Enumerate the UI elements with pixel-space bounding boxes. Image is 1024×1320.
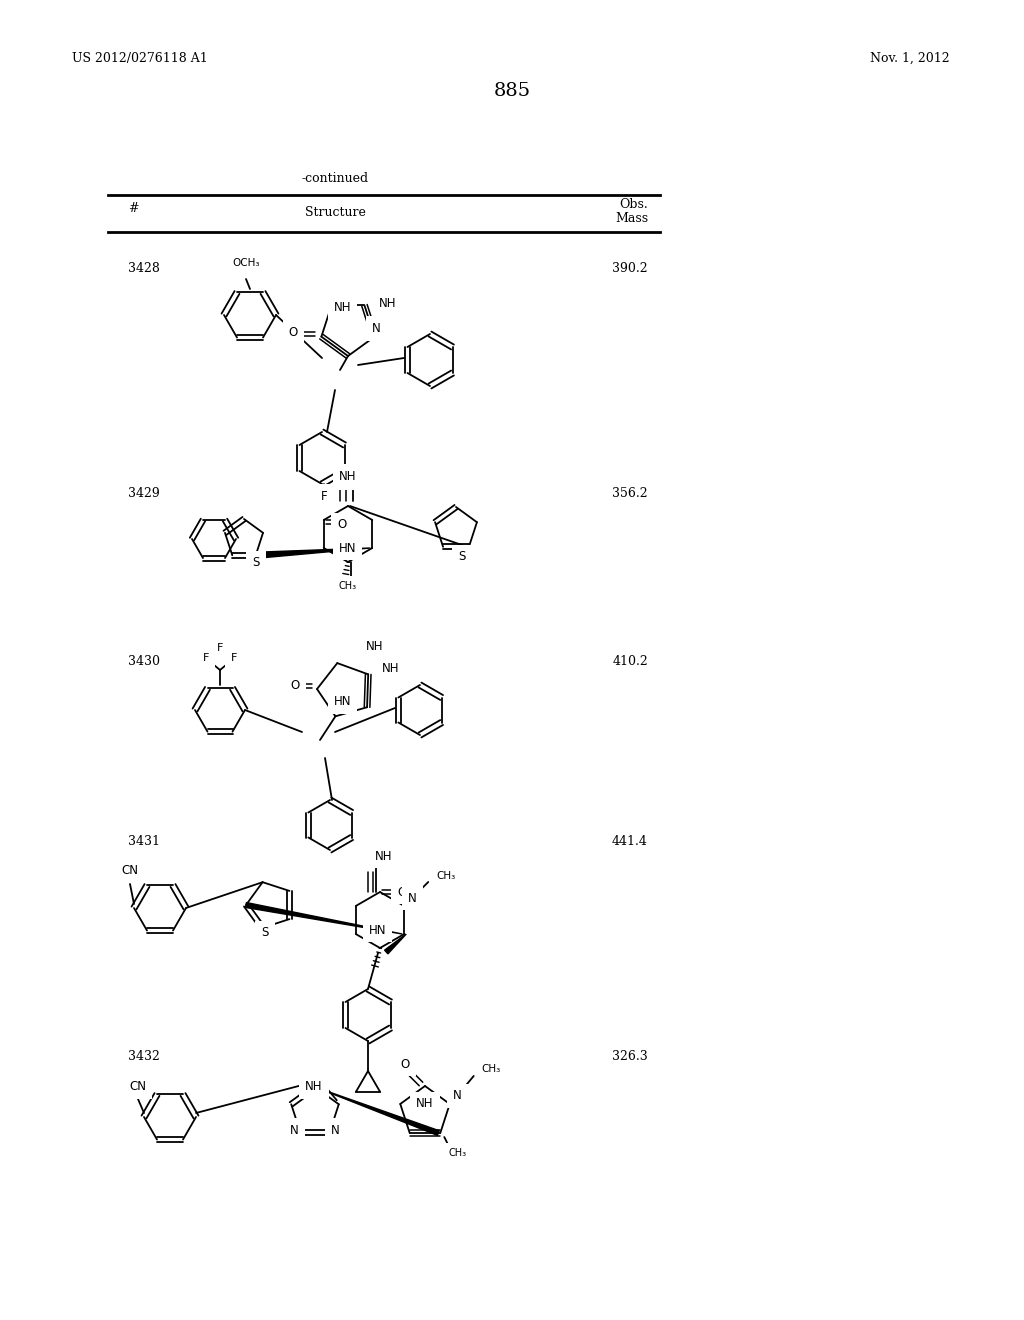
Text: 3430: 3430 xyxy=(128,655,160,668)
Text: HN: HN xyxy=(369,924,386,936)
Text: F: F xyxy=(321,490,328,503)
Text: #: # xyxy=(128,202,138,214)
Polygon shape xyxy=(246,903,402,935)
Text: NH: NH xyxy=(334,301,351,314)
Text: Obs.: Obs. xyxy=(620,198,648,210)
Text: N: N xyxy=(290,1123,299,1137)
Polygon shape xyxy=(258,548,371,558)
Text: NH: NH xyxy=(375,850,393,862)
Text: 326.3: 326.3 xyxy=(612,1049,648,1063)
Text: CH₃: CH₃ xyxy=(384,296,402,306)
Text: NH: NH xyxy=(339,471,356,484)
Text: O: O xyxy=(289,326,298,339)
Text: 390.2: 390.2 xyxy=(612,261,648,275)
Text: -continued: -continued xyxy=(301,172,369,185)
Text: O: O xyxy=(337,519,346,532)
Text: Mass: Mass xyxy=(614,211,648,224)
Text: NH: NH xyxy=(339,470,356,483)
Text: S: S xyxy=(252,557,260,569)
Text: O: O xyxy=(291,678,300,692)
Text: 410.2: 410.2 xyxy=(612,655,648,668)
Text: N: N xyxy=(454,1089,462,1102)
Text: 3428: 3428 xyxy=(128,261,160,275)
Polygon shape xyxy=(315,1086,439,1135)
Polygon shape xyxy=(385,935,407,954)
Text: HN: HN xyxy=(339,541,356,554)
Text: 3431: 3431 xyxy=(128,836,160,847)
Text: S: S xyxy=(459,550,466,564)
Text: CH₃: CH₃ xyxy=(436,871,456,880)
Text: F: F xyxy=(203,653,209,663)
Text: NH: NH xyxy=(382,661,399,675)
Text: CN: CN xyxy=(129,1081,146,1093)
Text: CH₃: CH₃ xyxy=(339,581,357,591)
Text: 885: 885 xyxy=(494,82,530,100)
Text: F: F xyxy=(230,653,238,663)
Text: CN: CN xyxy=(121,863,138,876)
Text: N: N xyxy=(408,891,417,904)
Text: F: F xyxy=(217,643,223,653)
Text: Structure: Structure xyxy=(304,206,366,219)
Text: CH₃: CH₃ xyxy=(449,1148,466,1158)
Text: NH: NH xyxy=(417,1097,434,1110)
Text: CH₃: CH₃ xyxy=(481,1064,501,1074)
Text: N: N xyxy=(332,1123,340,1137)
Text: 3432: 3432 xyxy=(128,1049,160,1063)
Text: 3429: 3429 xyxy=(128,487,160,500)
Text: NH: NH xyxy=(379,297,396,310)
Text: 356.2: 356.2 xyxy=(612,487,648,500)
Text: O: O xyxy=(397,886,407,899)
Text: N: N xyxy=(373,322,381,335)
Text: O: O xyxy=(400,1057,410,1071)
Text: 441.4: 441.4 xyxy=(612,836,648,847)
Text: OCH₃: OCH₃ xyxy=(232,257,260,268)
Text: HN: HN xyxy=(334,694,351,708)
Text: NH: NH xyxy=(305,1080,323,1093)
Text: Nov. 1, 2012: Nov. 1, 2012 xyxy=(870,51,950,65)
Text: S: S xyxy=(261,927,268,940)
Text: US 2012/0276118 A1: US 2012/0276118 A1 xyxy=(72,51,208,65)
Text: O: O xyxy=(306,1076,315,1089)
Text: NH: NH xyxy=(367,639,384,652)
